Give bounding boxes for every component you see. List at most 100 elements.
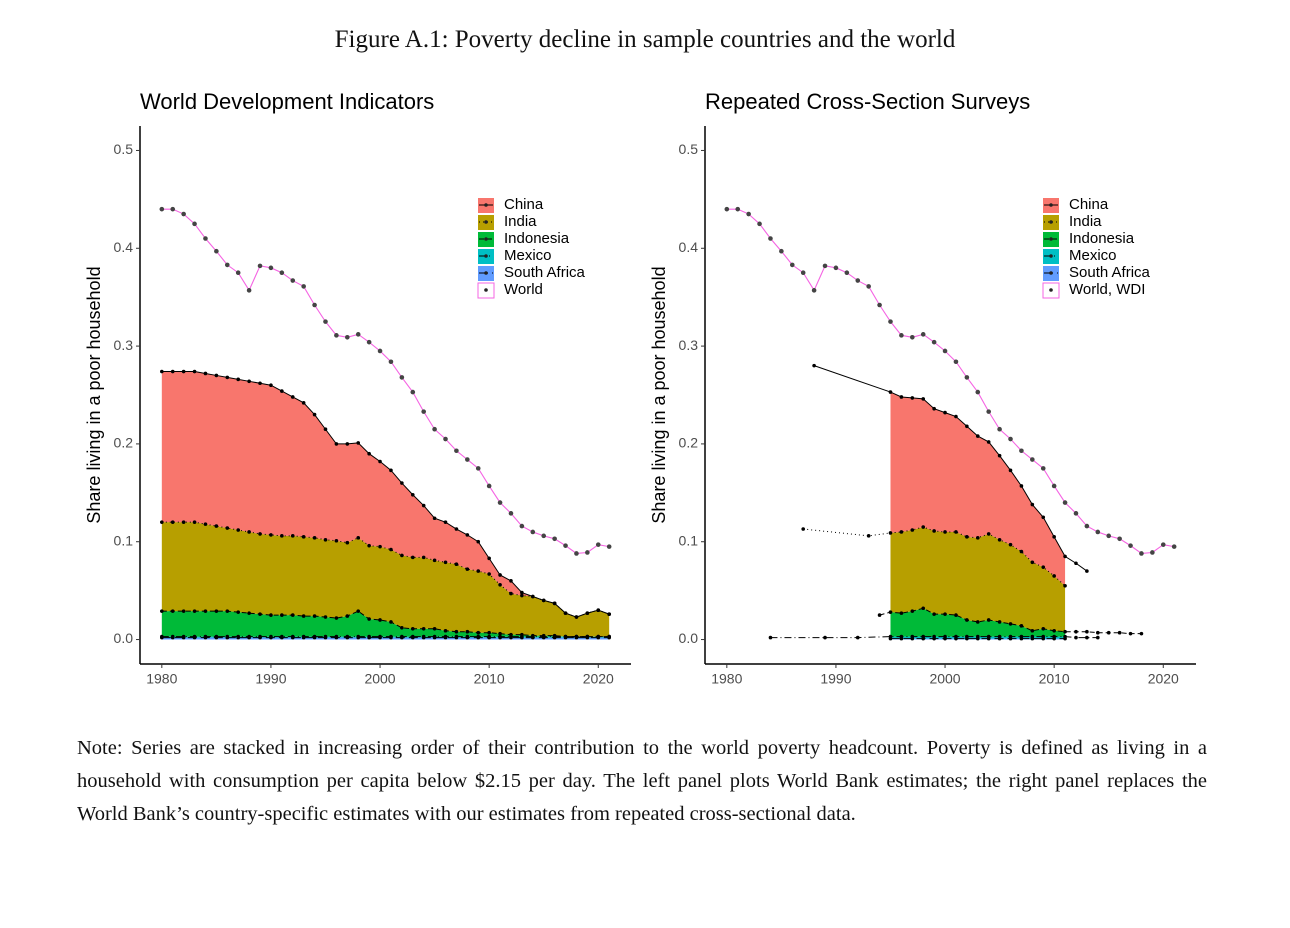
point <box>214 373 219 378</box>
point <box>432 516 437 521</box>
point <box>997 537 1002 542</box>
point <box>214 524 219 528</box>
point <box>509 591 513 596</box>
legend-label: World, WDI <box>1069 281 1145 298</box>
point <box>497 500 503 505</box>
point <box>563 635 568 640</box>
y-axis-label: Share living in a poor household <box>84 266 104 523</box>
point <box>509 635 513 640</box>
x-tick-label: 1990 <box>820 671 851 687</box>
point <box>541 533 547 539</box>
series-line <box>161 610 610 638</box>
point <box>888 531 893 535</box>
point <box>269 383 273 388</box>
point <box>498 635 502 640</box>
point <box>476 635 481 640</box>
point <box>301 401 306 405</box>
y-tick-label: 0.1 <box>114 532 134 548</box>
point <box>1051 483 1057 489</box>
point <box>1052 574 1056 578</box>
point <box>607 635 611 640</box>
panel: 0.0 0.1 0.2 0.3 0.4 0.5 1980 1990 2000 2010 2020 Re… <box>649 89 1196 687</box>
point <box>399 375 405 380</box>
point <box>443 520 448 524</box>
point <box>1063 583 1067 588</box>
point <box>965 535 969 539</box>
y-tick-label: 0.1 <box>679 532 699 548</box>
legend-marker <box>484 220 488 224</box>
point <box>1041 636 1046 641</box>
point <box>269 635 273 640</box>
point <box>487 630 491 635</box>
legend-label: South Africa <box>1069 264 1151 281</box>
point <box>943 410 947 415</box>
panel: 0.0 0.1 0.2 0.3 0.4 0.5 1980 1990 2000 2010 2020 Wo… <box>84 89 631 687</box>
point <box>345 635 350 640</box>
point <box>410 492 415 497</box>
point <box>954 530 958 534</box>
legend-label: India <box>504 213 537 230</box>
point <box>280 635 284 640</box>
point <box>596 635 601 640</box>
point <box>345 442 350 446</box>
point <box>323 615 328 619</box>
point <box>943 530 947 534</box>
point <box>585 611 590 615</box>
point <box>498 582 502 587</box>
point <box>943 612 947 616</box>
point <box>160 635 164 640</box>
point <box>1096 630 1100 635</box>
point <box>596 608 601 612</box>
point <box>833 265 839 271</box>
point <box>476 539 481 544</box>
point <box>1106 533 1112 539</box>
point <box>334 538 339 543</box>
point <box>888 390 893 394</box>
point <box>345 614 350 618</box>
point <box>192 609 197 613</box>
point <box>214 248 219 254</box>
point <box>910 636 915 641</box>
x-tick-label: 2020 <box>583 671 614 687</box>
legend-marker <box>484 288 488 292</box>
point <box>170 520 175 524</box>
y-tick-label: 0.5 <box>114 141 134 157</box>
point <box>595 542 601 547</box>
point <box>487 572 491 576</box>
point <box>421 503 426 508</box>
point <box>822 263 828 269</box>
point <box>378 618 382 622</box>
point <box>290 395 295 399</box>
point <box>389 547 393 552</box>
point <box>214 635 219 640</box>
point <box>203 609 208 613</box>
point <box>247 379 251 384</box>
point <box>454 629 459 634</box>
point <box>552 601 557 606</box>
point <box>301 635 306 640</box>
point <box>377 348 383 354</box>
point <box>454 448 459 454</box>
point <box>323 635 328 640</box>
point <box>159 206 165 212</box>
legend-marker <box>1049 237 1053 241</box>
point <box>443 628 448 633</box>
point <box>953 359 959 365</box>
point <box>1008 468 1013 473</box>
legend-marker <box>1049 288 1053 292</box>
point <box>498 631 502 636</box>
point <box>574 615 579 619</box>
y-tick-label: 0.0 <box>114 630 134 646</box>
point <box>1030 636 1035 641</box>
point <box>465 457 470 462</box>
point <box>1150 550 1155 555</box>
point <box>1085 629 1089 634</box>
x-tick-label: 2020 <box>1148 671 1179 687</box>
point <box>965 424 969 429</box>
point <box>1030 457 1035 462</box>
point <box>258 612 262 616</box>
point <box>170 369 175 374</box>
point <box>986 409 991 414</box>
point <box>1052 636 1056 641</box>
